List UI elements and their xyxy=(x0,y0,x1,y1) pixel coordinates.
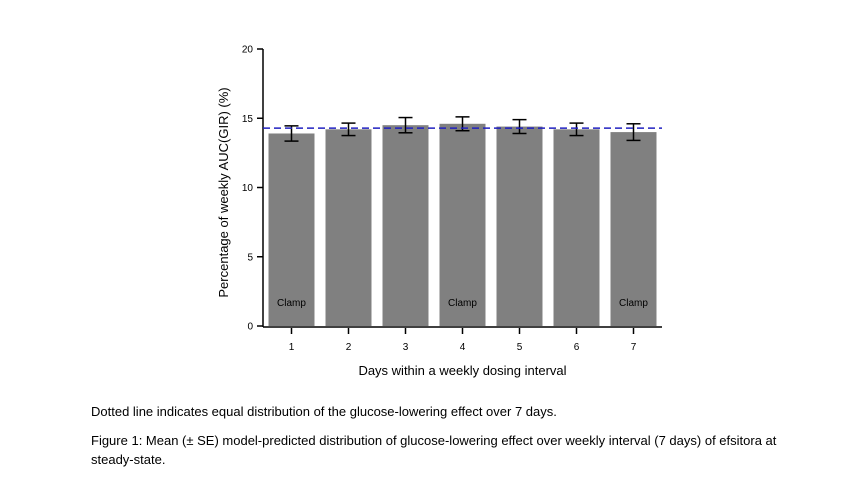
x-tick-label: 1 xyxy=(289,342,295,353)
x-tick-label: 7 xyxy=(631,342,637,353)
x-tick-label: 5 xyxy=(517,342,523,353)
bar xyxy=(610,132,657,326)
bar xyxy=(439,123,486,326)
x-tick-label: 3 xyxy=(403,342,409,353)
bar xyxy=(496,126,543,326)
x-axis-label: Days within a weekly dosing interval xyxy=(358,363,566,378)
bar-chart: 0 5 10 15 20 Clamp 1 2 3 Clamp 4 5 6 Clamp 7 Days withi… xyxy=(216,45,662,378)
y-tick-label: 10 xyxy=(242,183,254,194)
x-tick-label: 6 xyxy=(574,342,580,353)
y-tick-label: 5 xyxy=(247,252,253,263)
bar xyxy=(325,129,372,326)
bar xyxy=(268,133,315,326)
x-tick-label: 2 xyxy=(346,342,352,353)
bar xyxy=(382,125,429,326)
y-axis-label: Percentage of weekly AUC(GIR) (%) xyxy=(216,87,231,297)
y-tick-label: 0 xyxy=(247,322,253,333)
y-tick-label: 15 xyxy=(242,114,254,125)
bar-label: Clamp xyxy=(277,298,306,309)
bar-label: Clamp xyxy=(619,298,648,309)
y-tick-label: 20 xyxy=(242,45,254,56)
figure-caption: Figure 1: Mean (± SE) model-predicted di… xyxy=(91,433,777,467)
bar-label: Clamp xyxy=(448,298,477,309)
bar xyxy=(553,129,600,326)
x-tick-label: 4 xyxy=(460,342,466,353)
chart-note: Dotted line indicates equal distribution… xyxy=(91,404,557,419)
